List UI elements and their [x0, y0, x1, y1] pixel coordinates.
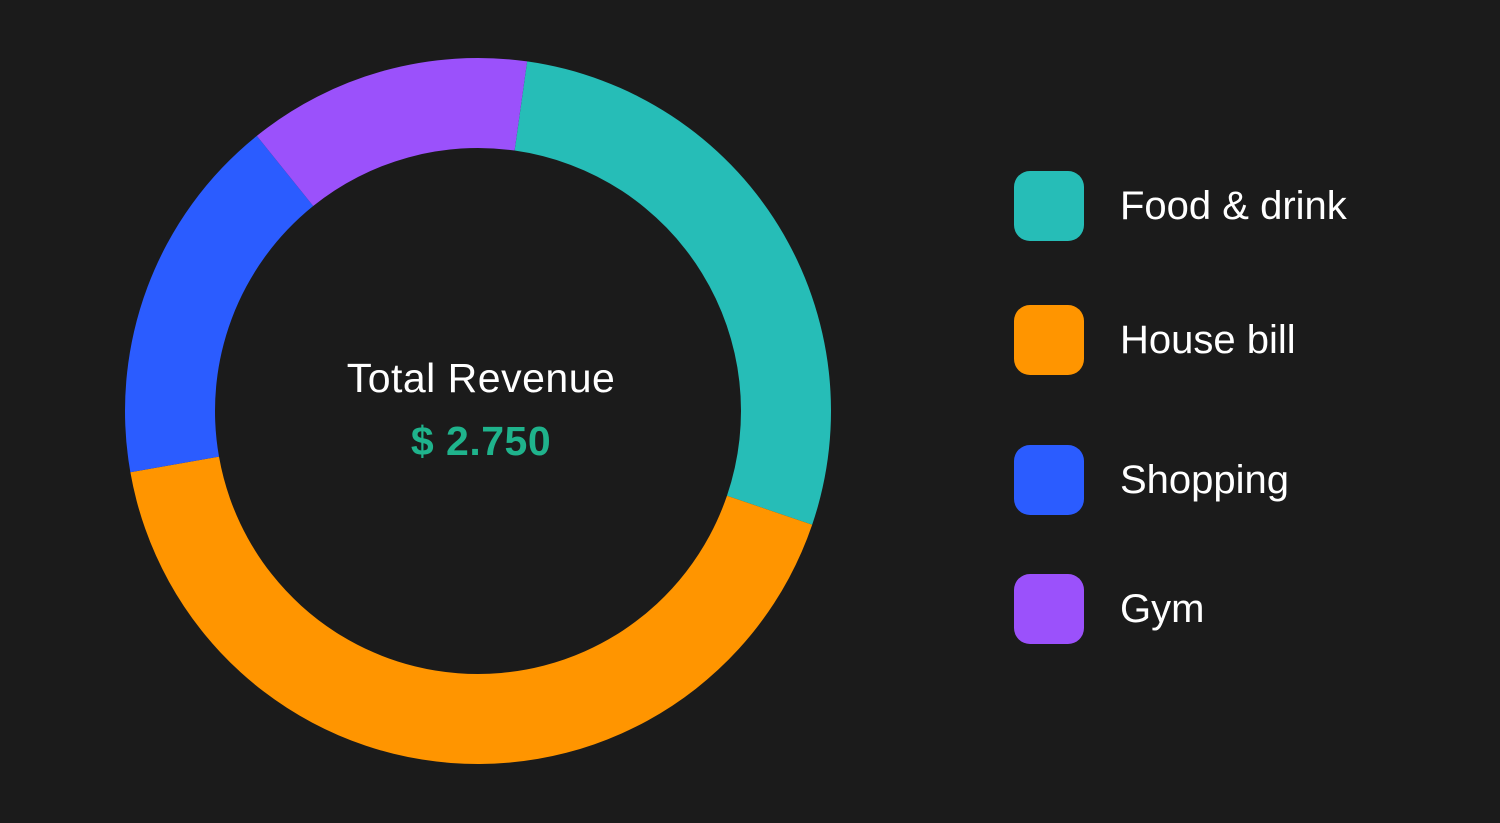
legend-item-gym[interactable]: Gym — [1014, 574, 1434, 644]
donut-slice-shopping[interactable] — [124, 135, 314, 473]
legend-label-house-bill: House bill — [1120, 318, 1296, 362]
legend-item-shopping[interactable]: Shopping — [1014, 445, 1434, 515]
legend-label-gym: Gym — [1120, 587, 1205, 631]
legend-swatch-gym — [1014, 574, 1084, 644]
legend-item-house-bill[interactable]: House bill — [1014, 305, 1434, 375]
donut-slice-gym[interactable] — [256, 57, 528, 207]
legend-swatch-food-drink — [1014, 171, 1084, 241]
donut-slice-food-drink[interactable] — [514, 61, 831, 525]
legend-label-food-drink: Food & drink — [1120, 184, 1347, 228]
donut-slice-house-bill[interactable] — [130, 456, 813, 765]
chart-center-title: Total Revenue — [346, 355, 616, 401]
legend-swatch-house-bill — [1014, 305, 1084, 375]
legend-label-shopping: Shopping — [1120, 458, 1290, 502]
chart-center-value: $ 2.750 — [410, 418, 552, 464]
legend-item-food-drink[interactable]: Food & drink — [1014, 171, 1434, 241]
legend-swatch-shopping — [1014, 445, 1084, 515]
